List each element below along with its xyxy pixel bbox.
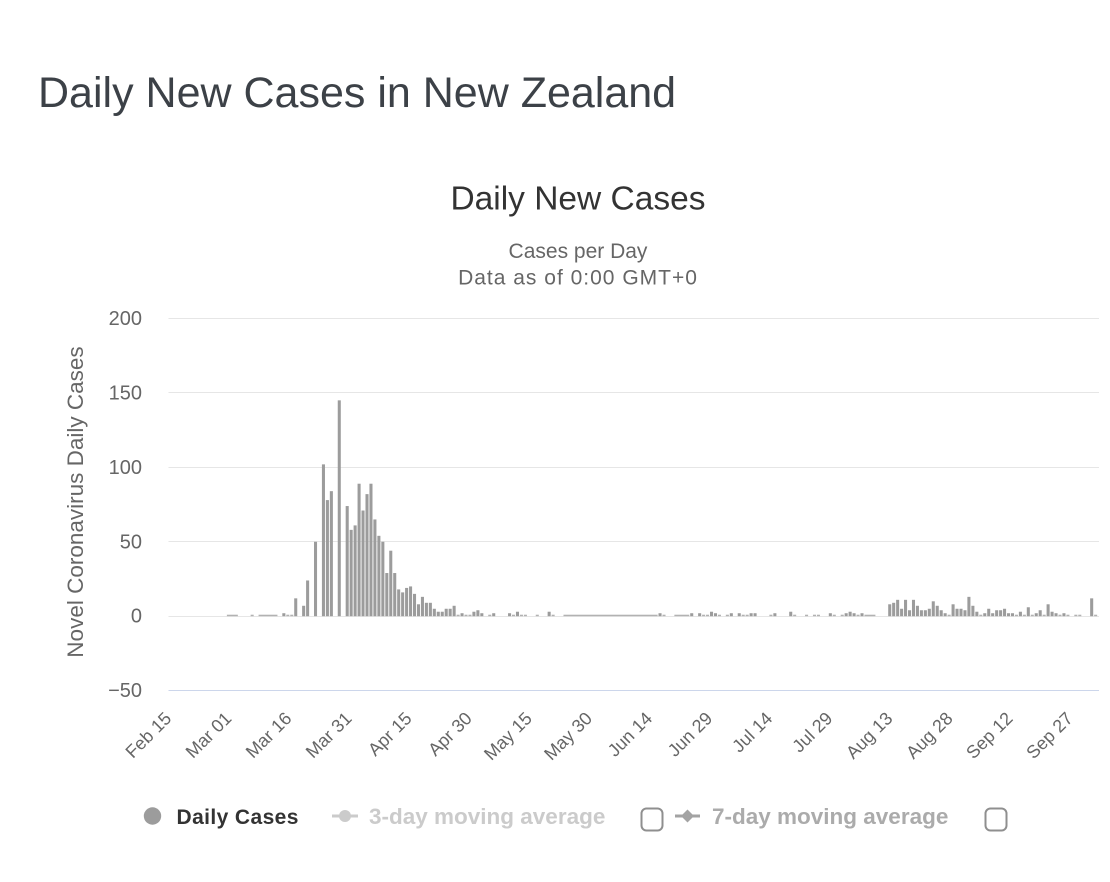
svg-text:Jun 14: Jun 14 [604, 708, 656, 760]
svg-text:Mar 01: Mar 01 [182, 708, 236, 762]
svg-text:200: 200 [109, 308, 142, 330]
svg-text:100: 100 [109, 457, 142, 479]
svg-text:Daily New Cases: Daily New Cases [450, 181, 705, 218]
svg-text:Aug 28: Aug 28 [902, 708, 956, 762]
svg-text:Data as of 0:00 GMT+0: Data as of 0:00 GMT+0 [458, 267, 698, 290]
svg-text:7-day moving average: 7-day moving average [712, 804, 948, 829]
svg-text:−50: −50 [108, 680, 142, 702]
svg-text:150: 150 [109, 382, 142, 404]
svg-text:Daily Cases: Daily Cases [177, 806, 299, 829]
svg-text:Apr 30: Apr 30 [424, 708, 476, 760]
svg-text:50: 50 [120, 531, 142, 553]
svg-text:Apr 15: Apr 15 [364, 708, 416, 760]
svg-text:3-day moving average: 3-day moving average [369, 804, 605, 829]
svg-text:Cases per Day: Cases per Day [509, 240, 648, 263]
svg-text:Aug 13: Aug 13 [842, 708, 896, 762]
svg-text:May 30: May 30 [540, 708, 596, 764]
svg-text:Sep 12: Sep 12 [962, 708, 1016, 762]
svg-text:Mar 16: Mar 16 [242, 708, 296, 762]
svg-text:Sep 27: Sep 27 [1022, 708, 1076, 762]
svg-text:Jul 29: Jul 29 [788, 708, 836, 756]
svg-text:May 15: May 15 [480, 708, 536, 764]
svg-text:Feb 15: Feb 15 [122, 708, 176, 762]
svg-text:Jul 14: Jul 14 [728, 708, 776, 756]
svg-text:Jun 29: Jun 29 [664, 708, 716, 760]
svg-text:Novel Coronavirus Daily Cases: Novel Coronavirus Daily Cases [63, 346, 88, 657]
svg-text:0: 0 [131, 606, 142, 628]
svg-text:Mar 31: Mar 31 [302, 708, 356, 762]
